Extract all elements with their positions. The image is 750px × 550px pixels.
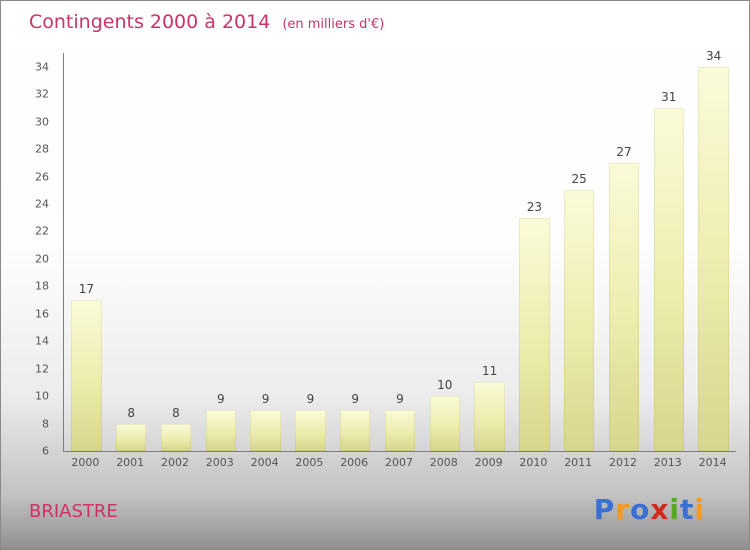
brand-letter: t bbox=[680, 493, 695, 526]
bar-slot: 31 bbox=[646, 53, 691, 451]
y-tick-label: 20 bbox=[35, 252, 49, 266]
y-tick-label: 24 bbox=[35, 197, 49, 211]
bar-value-label: 17 bbox=[78, 282, 95, 297]
bar-2004 bbox=[250, 409, 281, 451]
bar-2013 bbox=[653, 107, 684, 451]
bar-value-label: 10 bbox=[437, 378, 453, 393]
bar-slot: 11 bbox=[467, 53, 512, 451]
bar-value-label: 23 bbox=[526, 199, 543, 214]
y-tick-label: 34 bbox=[35, 60, 49, 74]
y-tick-label: 32 bbox=[35, 87, 49, 101]
bar-2010 bbox=[519, 217, 550, 451]
y-tick-label: 18 bbox=[35, 279, 49, 293]
bar-value-label: 9 bbox=[396, 391, 404, 406]
y-tick-label: 28 bbox=[35, 142, 49, 156]
x-tick-label: 2006 bbox=[340, 456, 369, 469]
bar-value-label: 25 bbox=[571, 172, 587, 187]
y-tick-label: 26 bbox=[35, 170, 49, 184]
x-tick-label: 2014 bbox=[698, 456, 727, 469]
bar-value-label: 8 bbox=[127, 405, 136, 420]
chart-header: Contingents 2000 à 2014 (en milliers d'€) bbox=[29, 11, 384, 33]
bar-value-label: 8 bbox=[172, 405, 180, 420]
y-tick-label: 30 bbox=[35, 115, 49, 129]
bar-value-label: 9 bbox=[351, 391, 360, 406]
bar-value-label: 9 bbox=[216, 391, 225, 406]
bar-2008 bbox=[429, 396, 460, 451]
y-tick-label: 12 bbox=[35, 362, 49, 376]
bar-slot: 8 bbox=[154, 53, 199, 451]
bar-slot: 17 bbox=[64, 53, 109, 451]
bar-slot: 9 bbox=[288, 53, 333, 451]
bar-2002 bbox=[160, 423, 192, 451]
x-tick-label: 2005 bbox=[295, 456, 324, 469]
bar-slot: 9 bbox=[378, 53, 423, 451]
bar-2011 bbox=[563, 190, 595, 451]
y-tick-label: 8 bbox=[42, 417, 49, 431]
bar-slot: 9 bbox=[198, 53, 243, 451]
brand-letter: o bbox=[630, 493, 651, 526]
bar-2014 bbox=[698, 66, 729, 451]
bar-slot: 10 bbox=[422, 53, 467, 451]
bar-2005 bbox=[295, 409, 326, 451]
bar-slot: 25 bbox=[557, 53, 602, 451]
chart-subtitle: (en milliers d'€) bbox=[282, 17, 385, 32]
bar-value-label: 31 bbox=[661, 89, 677, 104]
y-axis: 6 8 10 12 14 16 18 20 22 24 26 28 30 32 34 bbox=[1, 53, 55, 457]
bar-slot: 23 bbox=[512, 53, 557, 451]
x-tick-label: 2009 bbox=[474, 456, 503, 469]
proxiti-logo[interactable]: Proxiti bbox=[594, 493, 705, 526]
bar-2007 bbox=[384, 409, 416, 451]
bar-value-label: 34 bbox=[705, 48, 722, 63]
bar-value-label: 11 bbox=[481, 364, 498, 379]
brand-letter: x bbox=[650, 493, 670, 526]
bar-slot: 9 bbox=[243, 53, 288, 451]
brand-letter: r bbox=[615, 493, 631, 526]
chart-title: Contingents 2000 à 2014 bbox=[29, 11, 271, 33]
footer: BRIASTRE Proxiti bbox=[1, 487, 749, 549]
bar-value-label: 9 bbox=[261, 391, 270, 406]
bar-2012 bbox=[608, 162, 640, 451]
bar-2000 bbox=[71, 300, 102, 451]
x-tick-label: 2010 bbox=[519, 456, 548, 469]
y-tick-label: 16 bbox=[35, 307, 49, 321]
brand-letter: i bbox=[669, 493, 680, 526]
x-tick-label: 2000 bbox=[71, 456, 100, 469]
bar-2009 bbox=[474, 382, 505, 451]
y-tick-label: 22 bbox=[35, 224, 49, 238]
plot-area: 17 8 8 9 9 9 9 9 10 11 23 25 27 31 34 bbox=[63, 49, 736, 452]
bar-slot: 9 bbox=[333, 53, 378, 451]
brand-letter: i bbox=[694, 493, 705, 526]
brand-letter: P bbox=[593, 493, 616, 526]
x-tick-label: 2011 bbox=[564, 456, 593, 469]
x-tick-label: 2012 bbox=[608, 456, 637, 469]
y-tick-label: 10 bbox=[35, 389, 49, 403]
x-tick-label: 2002 bbox=[160, 456, 189, 469]
x-tick-label: 2003 bbox=[205, 456, 234, 469]
x-tick-label: 2004 bbox=[250, 456, 279, 469]
location-label: BRIASTRE bbox=[29, 501, 118, 522]
y-tick-label: 6 bbox=[42, 444, 49, 458]
x-tick-label: 2007 bbox=[384, 456, 413, 469]
bar-2003 bbox=[205, 409, 236, 451]
bar-slot: 34 bbox=[691, 49, 736, 451]
x-tick-label: 2008 bbox=[429, 456, 458, 469]
bar-slot: 8 bbox=[109, 53, 154, 451]
bar-value-label: 9 bbox=[306, 391, 315, 406]
y-tick-label: 14 bbox=[35, 334, 49, 348]
bar-slot: 27 bbox=[602, 53, 647, 451]
x-axis-labels: 2000 2001 2002 2003 2004 2005 2006 2007 2008 2009… bbox=[63, 456, 735, 472]
x-tick-label: 2013 bbox=[653, 456, 682, 469]
bar-2001 bbox=[115, 423, 147, 451]
x-tick-label: 2001 bbox=[116, 456, 145, 469]
bar-value-label: 27 bbox=[616, 144, 632, 159]
bar-2006 bbox=[339, 409, 371, 451]
